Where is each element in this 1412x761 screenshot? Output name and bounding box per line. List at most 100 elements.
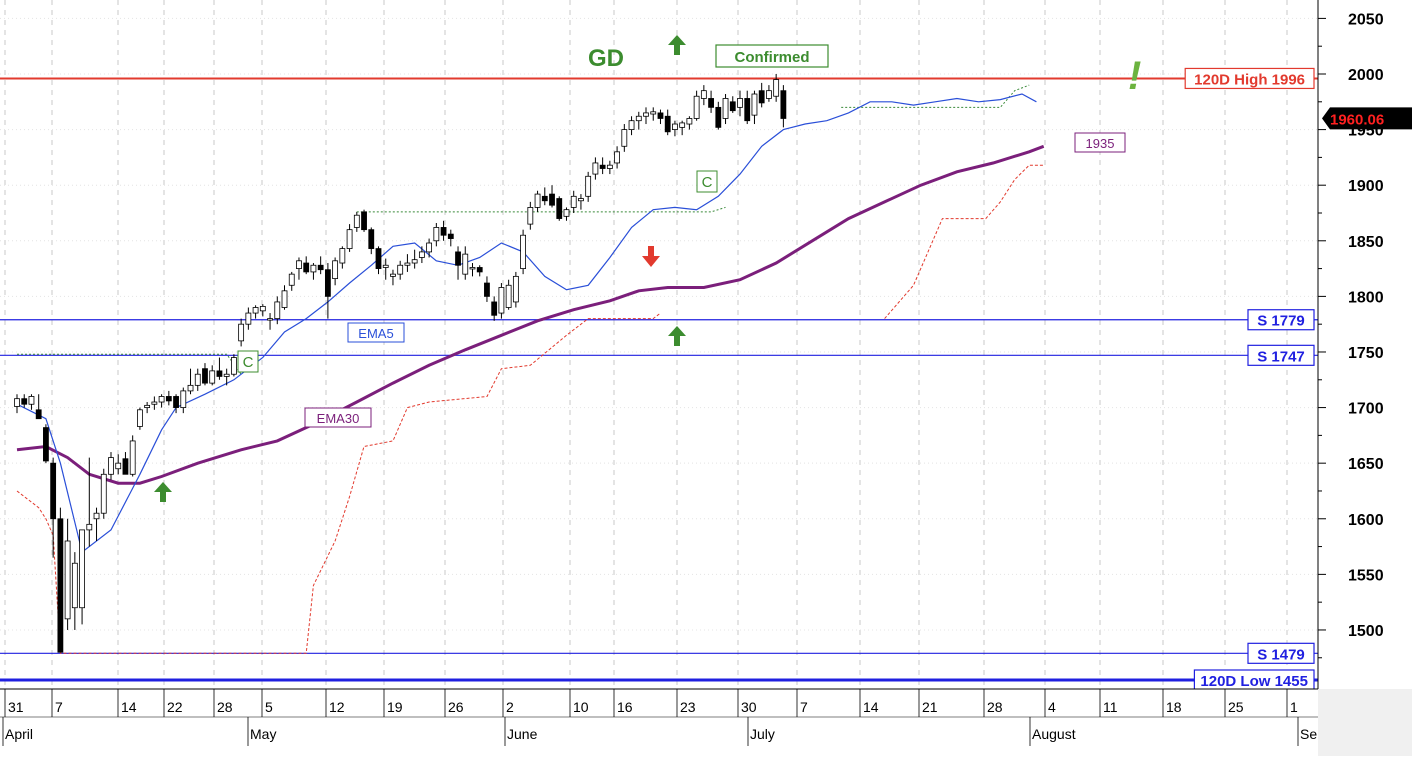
y-tick-label: 1600: [1348, 512, 1384, 529]
candle: [194, 368, 201, 391]
candle: [209, 365, 216, 386]
candle-body: [245, 312, 252, 325]
candle: [491, 296, 498, 321]
x-tick-label: 21: [922, 699, 938, 715]
x-tick-label: 28: [217, 699, 233, 715]
candle: [715, 101, 722, 130]
candle-body: [563, 209, 570, 217]
annotations: GD Confirmed ! C C EMA5 EMA30 1935 120D High 199…: [154, 35, 1315, 691]
candle: [223, 368, 230, 386]
candle-body: [230, 357, 237, 375]
candle-body: [614, 151, 620, 164]
candle: [672, 120, 678, 137]
candle-body: [404, 262, 411, 266]
candle: [115, 454, 122, 475]
candle-body: [520, 234, 526, 269]
candle: [28, 394, 35, 410]
candle: [281, 285, 288, 310]
candle: [216, 357, 223, 380]
candle: [158, 394, 165, 408]
level-label-box: [1247, 642, 1315, 664]
level-lines: [0, 77, 1318, 682]
candle: [520, 229, 526, 275]
ema30-line: [16, 144, 1045, 485]
candle: [578, 194, 584, 210]
candle-body: [259, 305, 266, 312]
x-tick-label: 4: [1048, 699, 1056, 715]
resistance-line: [841, 84, 1030, 108]
candle: [100, 468, 107, 519]
confirmed-box: [715, 44, 829, 68]
candle: [346, 224, 353, 252]
candle: [79, 529, 85, 625]
x-tick-label: 14: [121, 699, 137, 715]
candle-body: [527, 207, 534, 225]
candle-body: [621, 129, 628, 147]
candle: [245, 307, 252, 330]
candle: [426, 238, 433, 258]
candle-body: [418, 251, 425, 258]
c-marker-box: [237, 350, 259, 373]
candle-body: [14, 398, 20, 407]
ema5-label-box: [347, 322, 405, 343]
candle-body: [390, 273, 396, 277]
candle-body: [238, 323, 245, 342]
x-tick-label: 16: [617, 699, 633, 715]
candle: [599, 157, 606, 175]
candle: [151, 396, 158, 410]
candle: [137, 407, 143, 430]
x-tick-label: 7: [55, 699, 63, 715]
candle-body: [281, 290, 288, 308]
candle: [484, 276, 490, 302]
candle: [14, 394, 20, 414]
candle: [534, 190, 541, 212]
ema30-value: 1935: [1086, 136, 1115, 151]
level-label: 120D High 1996: [1194, 71, 1305, 88]
candle-body: [202, 368, 208, 384]
candle-body: [672, 123, 678, 130]
candle-body: [693, 95, 700, 119]
confirmed-label: Confirmed: [735, 49, 810, 66]
candle-body: [440, 227, 447, 236]
month-label: April: [5, 726, 33, 742]
candle-body: [64, 540, 71, 620]
ema30-label: EMA30: [317, 411, 360, 426]
candle-body: [751, 93, 758, 116]
level-label-box: [1247, 344, 1315, 366]
candle: [368, 227, 375, 255]
candles: [14, 74, 787, 653]
candle: [108, 452, 114, 480]
alert-exclaim: !: [1128, 54, 1141, 98]
candle-body: [382, 264, 389, 268]
candle: [585, 171, 592, 202]
candle-body: [180, 390, 187, 408]
level-label: 120D Low 1455: [1200, 673, 1308, 690]
candle: [202, 363, 208, 386]
candle-body: [686, 118, 693, 125]
candle: [512, 271, 519, 308]
candle-body: [194, 373, 201, 386]
candle-body: [773, 79, 780, 97]
candle: [43, 424, 49, 464]
ema-lines: [16, 93, 1045, 554]
candle-body: [534, 193, 541, 208]
x-tick-label: 2: [506, 699, 514, 715]
candle: [35, 394, 42, 420]
candle-body: [274, 301, 281, 320]
candle: [469, 263, 476, 277]
last-price-label: 1960.06: [1330, 111, 1384, 128]
candle-body: [664, 115, 671, 133]
candle: [433, 222, 440, 247]
candle-body: [339, 248, 346, 264]
candle-body: [570, 195, 577, 208]
y-tick-label: 2000: [1348, 67, 1384, 84]
level-label-box: [1184, 67, 1315, 90]
candle-body: [722, 98, 729, 119]
candle: [353, 211, 360, 232]
candle: [21, 394, 28, 408]
candle: [296, 257, 302, 280]
candle-body: [43, 427, 49, 462]
candle: [382, 258, 389, 280]
